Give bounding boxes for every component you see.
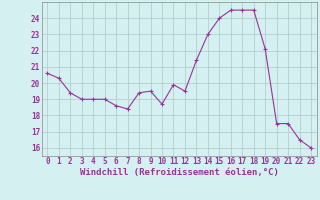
X-axis label: Windchill (Refroidissement éolien,°C): Windchill (Refroidissement éolien,°C) bbox=[80, 168, 279, 177]
